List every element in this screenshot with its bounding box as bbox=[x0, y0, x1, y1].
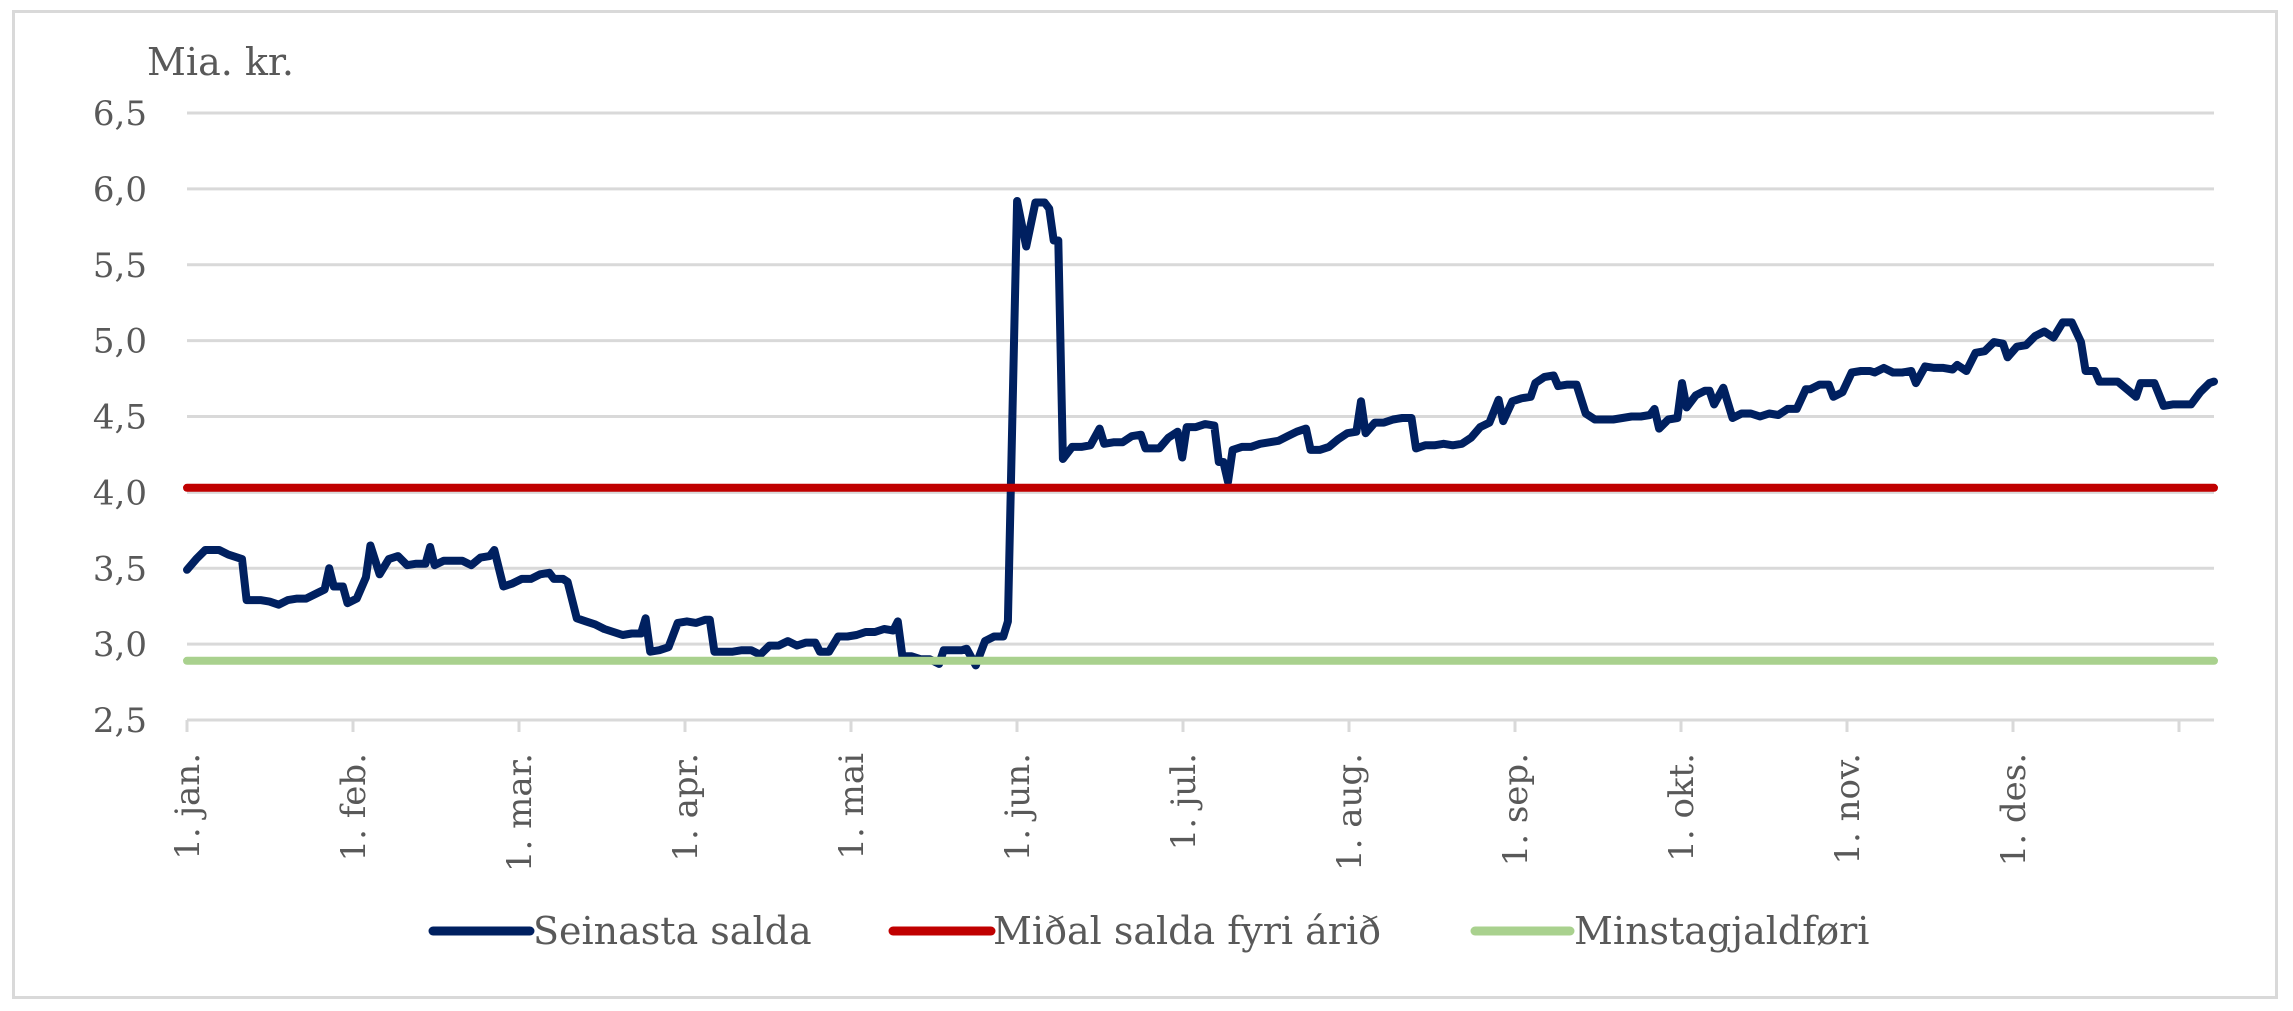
legend-label-1: Seinasta salda bbox=[533, 909, 812, 953]
legend-label-2: Miðal salda fyri árið bbox=[993, 909, 1381, 953]
x-tick-label: 1. jan. bbox=[168, 753, 208, 860]
x-tick-label: 1. apr. bbox=[666, 753, 706, 862]
x-tick-label: 1. jul. bbox=[1164, 753, 1204, 850]
chart-frame: 2,5 3,0 3,5 4,0 4,5 5,0 5,5 6,0 6,5 1. jan. 1. fe… bbox=[12, 10, 2278, 999]
y-tick-label: 3,5 bbox=[93, 549, 147, 589]
y-tick-label: 6,0 bbox=[93, 170, 147, 210]
x-tick-label: 1. okt. bbox=[1662, 753, 1702, 862]
x-axis-ticks: 1. jan. 1. feb. 1. mar. 1. apr. 1. mai 1. jun… bbox=[168, 720, 2181, 872]
legend-label-3: Minstagjaldføri bbox=[1574, 909, 1869, 953]
y-tick-label: 5,0 bbox=[93, 322, 147, 362]
y-tick-label: 4,0 bbox=[93, 473, 147, 513]
x-tick-label: 1. aug. bbox=[1330, 753, 1370, 871]
line-chart: 2,5 3,0 3,5 4,0 4,5 5,0 5,5 6,0 6,5 1. jan. 1. fe… bbox=[93, 40, 2218, 953]
y-tick-label: 2,5 bbox=[93, 701, 147, 741]
x-tick-label: 1. sep. bbox=[1496, 753, 1536, 866]
y-tick-label: 6,5 bbox=[93, 94, 147, 134]
y-axis-tick-labels: 2,5 3,0 3,5 4,0 4,5 5,0 5,5 6,0 6,5 bbox=[93, 94, 147, 741]
y-tick-label: 4,5 bbox=[93, 398, 147, 438]
x-tick-label: 1. feb. bbox=[334, 753, 374, 862]
y-tick-label: 3,0 bbox=[93, 625, 147, 665]
x-tick-label: 1. mar. bbox=[500, 753, 540, 872]
x-tick-label: 1. nov. bbox=[1828, 753, 1868, 865]
legend: Seinasta salda Miðal salda fyri árið Minst… bbox=[428, 909, 1869, 953]
x-tick-label: 1. des. bbox=[1994, 753, 2034, 866]
gridlines bbox=[187, 111, 2214, 646]
series-line-1 bbox=[183, 197, 2218, 670]
x-tick-label: 1. mai bbox=[832, 753, 872, 860]
y-axis-unit-label: Mia. kr. bbox=[147, 40, 294, 84]
series-lines bbox=[183, 197, 2218, 670]
y-tick-label: 5,5 bbox=[93, 246, 147, 286]
x-tick-label: 1. jun. bbox=[998, 753, 1038, 861]
